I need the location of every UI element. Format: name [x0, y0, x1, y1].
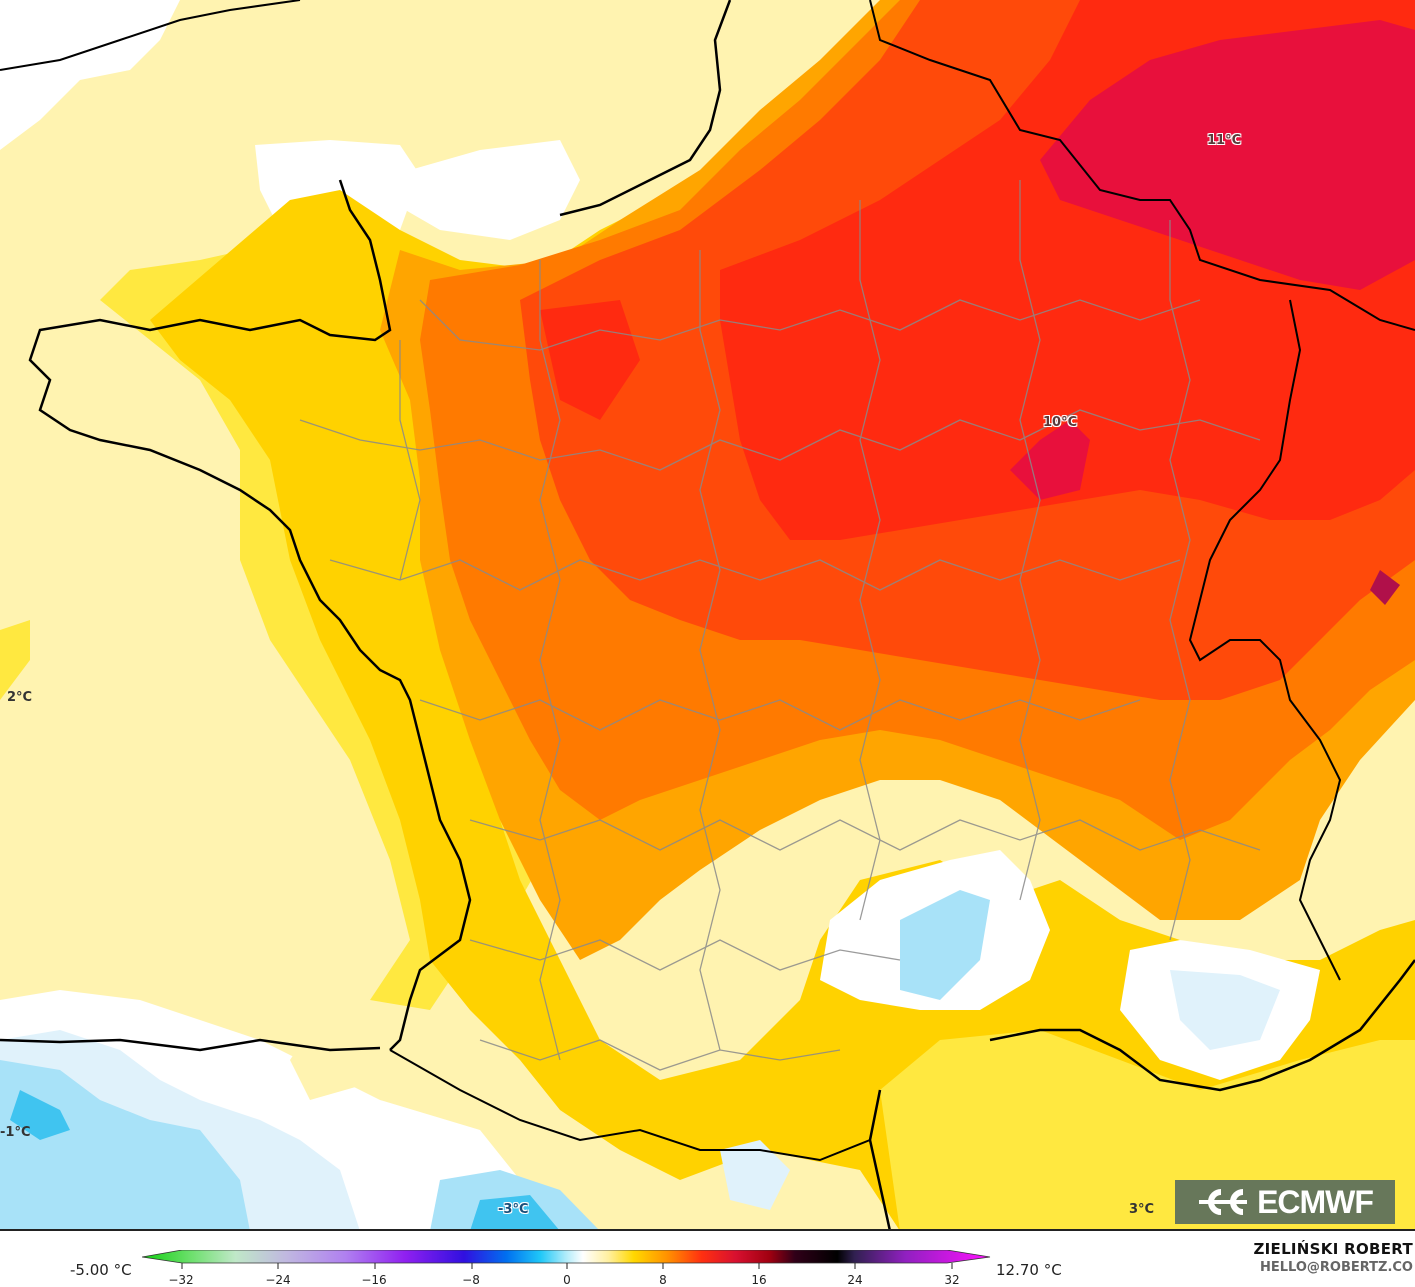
- legend-tick: 16: [751, 1273, 767, 1287]
- legend-colorbar: [142, 1250, 991, 1269]
- legend-max-label: 12.70 °C: [996, 1261, 1062, 1279]
- legend-tick: −16: [361, 1273, 387, 1287]
- map-field: [0, 0, 1415, 1229]
- legend-tick: −32: [168, 1273, 194, 1287]
- author-credit: ZIELIŃSKI ROBERT HELLO@ROBERTZ.CO: [1253, 1240, 1413, 1275]
- ecmwf-mark-icon: [1197, 1188, 1249, 1216]
- author-email: HELLO@ROBERTZ.CO: [1259, 1260, 1413, 1275]
- temp-label-11: 11°C: [1207, 133, 1242, 148]
- temp-label-10: 10°C: [1043, 415, 1078, 430]
- legend-tick: 32: [944, 1273, 960, 1287]
- temp-label-minus1: -1°C: [0, 1125, 31, 1140]
- temp-label-minus3: -3°C: [498, 1202, 529, 1217]
- legend-tick: −24: [265, 1273, 291, 1287]
- legend-min-label: -5.00 °C: [70, 1261, 132, 1279]
- legend-tick: 24: [847, 1273, 863, 1287]
- legend-tick: 8: [659, 1273, 667, 1287]
- ecmwf-wordmark: ECMWF: [1257, 1183, 1374, 1220]
- temp-label-3: 3°C: [1129, 1202, 1155, 1217]
- ecmwf-logo: ECMWF: [1175, 1180, 1395, 1224]
- legend-tick: −8: [462, 1273, 480, 1287]
- author-name: ZIELIŃSKI ROBERT: [1253, 1240, 1413, 1258]
- color-legend: -5.00 °C: [0, 1231, 1415, 1287]
- temp-label-2: 2°C: [7, 690, 33, 705]
- legend-tick: 0: [563, 1273, 571, 1287]
- temperature-map: 11°C 10°C 2°C -1°C -3°C 3°C ECMWF: [0, 0, 1415, 1231]
